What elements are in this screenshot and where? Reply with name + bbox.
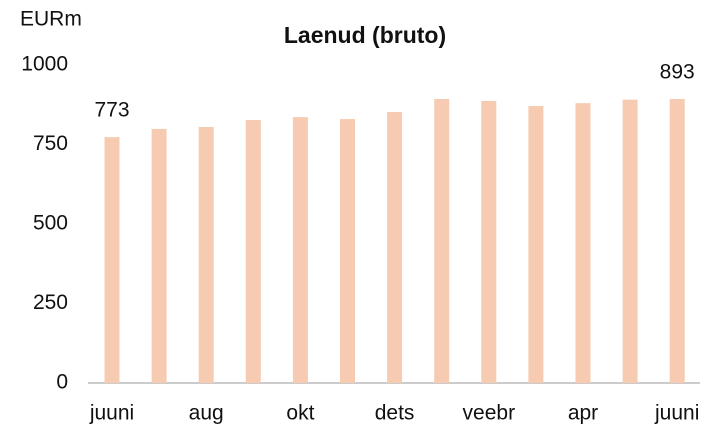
- x-tick-label: juuni: [654, 402, 699, 425]
- bar: [528, 106, 544, 383]
- x-tick-label: dets: [375, 402, 415, 425]
- bar: [434, 99, 450, 383]
- bar: [340, 119, 355, 383]
- bar: [387, 112, 403, 384]
- y-tick-label: 250: [33, 291, 68, 314]
- bar: [481, 100, 497, 384]
- y-tick-label: 750: [33, 132, 68, 155]
- bar: [198, 127, 214, 383]
- x-tick-label: juuni: [89, 402, 134, 425]
- bar: [669, 99, 685, 383]
- x-tick-label: okt: [286, 402, 314, 425]
- y-tick-label: 500: [33, 212, 68, 235]
- y-tick-label: 1000: [21, 53, 68, 76]
- y-tick-label: 0: [56, 371, 68, 394]
- y-unit: EURm: [20, 8, 82, 31]
- bar: [245, 120, 261, 383]
- bar: [622, 99, 638, 384]
- bar: [575, 103, 591, 383]
- x-tick-label: veebr: [463, 402, 516, 425]
- x-tick-label: apr: [568, 402, 598, 425]
- bar: [104, 137, 120, 383]
- x-tick-label: aug: [189, 402, 224, 425]
- bar: [292, 117, 308, 383]
- data-label: 773: [94, 99, 129, 122]
- chart-title: Laenud (bruto): [284, 22, 446, 48]
- bar: [151, 128, 167, 383]
- data-label: 893: [660, 61, 695, 84]
